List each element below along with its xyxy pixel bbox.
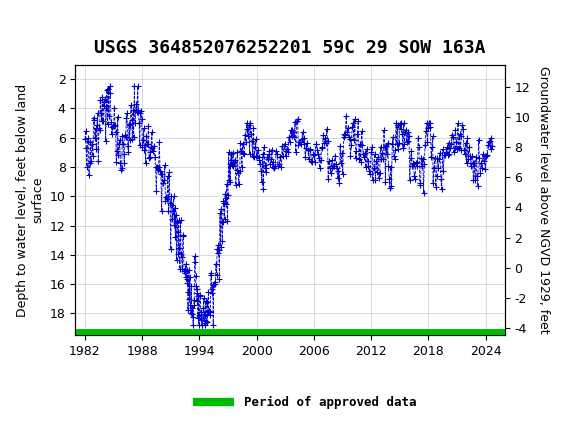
Y-axis label: Groundwater level above NGVD 1929, feet: Groundwater level above NGVD 1929, feet	[537, 66, 550, 334]
Text: Period of approved data: Period of approved data	[244, 396, 416, 408]
Title: USGS 364852076252201 59C 29 SOW 163A: USGS 364852076252201 59C 29 SOW 163A	[94, 40, 486, 57]
Text: USGS: USGS	[38, 17, 81, 35]
Y-axis label: Depth to water level, feet below land
surface: Depth to water level, feet below land su…	[16, 83, 44, 316]
